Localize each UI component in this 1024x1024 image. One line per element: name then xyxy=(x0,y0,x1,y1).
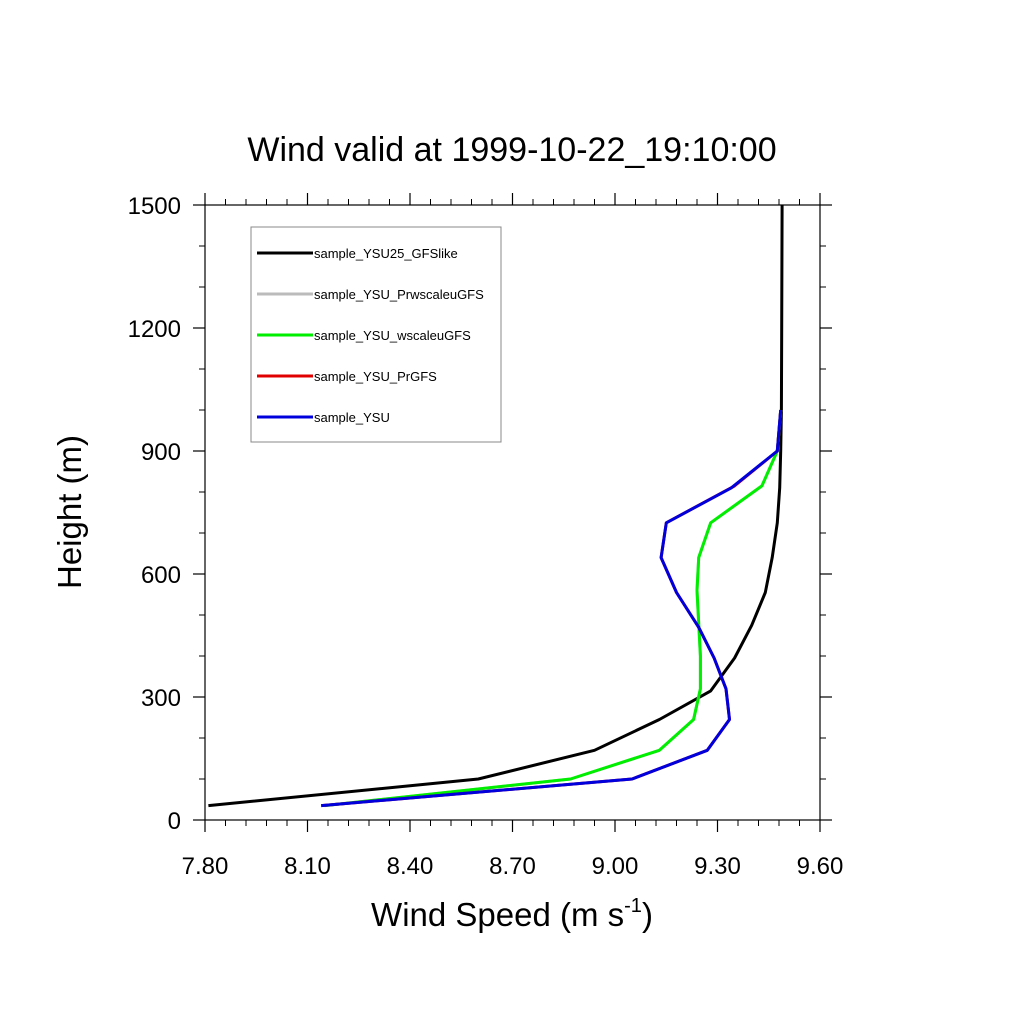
series-line-sample-ysu-prwscaleugfs xyxy=(324,409,783,808)
x-tick-label: 7.80 xyxy=(182,853,229,880)
y-axis-label: Height (m) xyxy=(51,435,88,589)
x-tick-label: 8.70 xyxy=(489,853,536,880)
legend-label: sample_YSU25_GFSlike xyxy=(314,246,458,261)
series-line-sample-ysu-wscaleugfs xyxy=(324,409,783,808)
x-tick-label: 8.40 xyxy=(387,853,434,880)
x-tick-label: 9.60 xyxy=(797,853,844,880)
plot-frame xyxy=(204,204,821,821)
minor-ticks xyxy=(199,199,826,826)
legend-label: sample_YSU_wscaleuGFS xyxy=(314,328,471,343)
legend: sample_YSU25_GFSlike sample_YSU_Prwscaleu… xyxy=(250,226,502,443)
legend-label: sample_YSU xyxy=(314,410,390,425)
x-tick-label: 9.00 xyxy=(592,853,639,880)
legend-label: sample_YSU_PrwscaleuGFS xyxy=(314,287,484,302)
series-line-sample-ysu xyxy=(321,409,783,808)
y-tick-label: 1200 xyxy=(128,316,181,343)
y-tick-label: 600 xyxy=(141,562,181,589)
y-tick-label: 1500 xyxy=(128,193,181,220)
series-line-sample-ysu25-gfslike xyxy=(208,204,784,808)
y-tick-label: 300 xyxy=(141,685,181,712)
series-lines xyxy=(208,204,784,808)
chart-title: Wind valid at 1999-10-22_19:10:00 xyxy=(247,131,776,169)
tick-labels: 7.80 8.10 8.40 8.70 9.00 9.30 9.60 0 300 600 900 12… xyxy=(128,193,844,880)
major-ticks xyxy=(193,193,832,832)
y-tick-label: 900 xyxy=(141,439,181,466)
x-axis-label: Wind Speed (m s-1) xyxy=(371,895,653,933)
y-tick-label: 0 xyxy=(168,808,181,835)
x-tick-label: 8.10 xyxy=(284,853,331,880)
legend-items: sample_YSU25_GFSlike sample_YSU_Prwscaleu… xyxy=(257,246,484,425)
legend-label: sample_YSU_PrGFS xyxy=(314,369,437,384)
x-tick-label: 9.30 xyxy=(694,853,741,880)
